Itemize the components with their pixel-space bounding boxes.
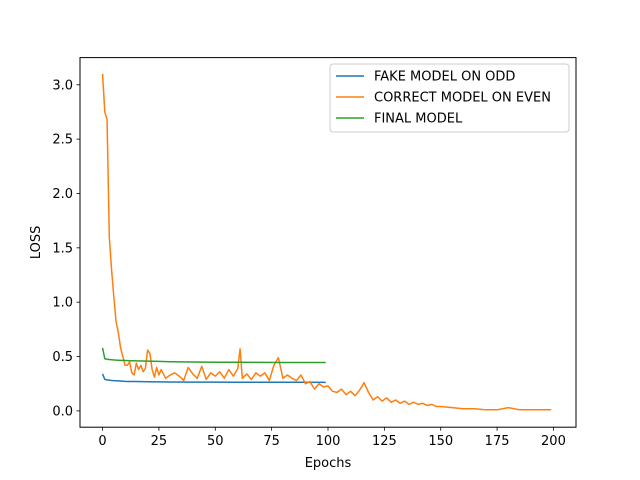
y-tick-label: 3.0 <box>52 78 73 93</box>
x-tick-label: 175 <box>485 434 510 449</box>
y-axis-ticks: 0.0 0.5 1.0 1.5 2.0 2.5 3.0 <box>52 78 80 419</box>
x-tick-label: 25 <box>151 434 168 449</box>
y-tick-label: 2.0 <box>52 187 73 202</box>
legend-box <box>329 63 570 133</box>
y-tick-label: 0.0 <box>52 404 73 419</box>
x-tick-label: 50 <box>207 434 224 449</box>
x-tick-label: 150 <box>428 434 453 449</box>
x-tick-label: 125 <box>372 434 397 449</box>
plot-lines <box>101 73 552 411</box>
y-axis-label: LOSS <box>29 226 44 260</box>
series-line-3 <box>101 347 326 364</box>
x-tick-label: 75 <box>263 434 280 449</box>
legend: FAKE MODEL ON ODD CORRECT MODEL ON EVEN FI… <box>329 63 570 133</box>
x-axis-ticks: 0 25 50 75 100 125 150 175 200 <box>98 427 566 449</box>
x-axis-label: Epochs <box>305 456 352 471</box>
legend-label: FINAL MODEL <box>374 112 463 127</box>
y-tick-label: 0.5 <box>52 350 73 365</box>
y-tick-label: 2.5 <box>52 133 73 148</box>
series-line-2 <box>101 73 552 411</box>
series-line-1 <box>101 373 326 384</box>
x-tick-label: 0 <box>98 434 106 449</box>
y-tick-label: 1.5 <box>52 241 73 256</box>
legend-label: FAKE MODEL ON ODD <box>374 70 515 85</box>
y-tick-label: 1.0 <box>52 296 73 311</box>
legend-label: CORRECT MODEL ON EVEN <box>374 91 551 106</box>
x-tick-label: 200 <box>541 434 566 449</box>
x-tick-label: 100 <box>316 434 341 449</box>
